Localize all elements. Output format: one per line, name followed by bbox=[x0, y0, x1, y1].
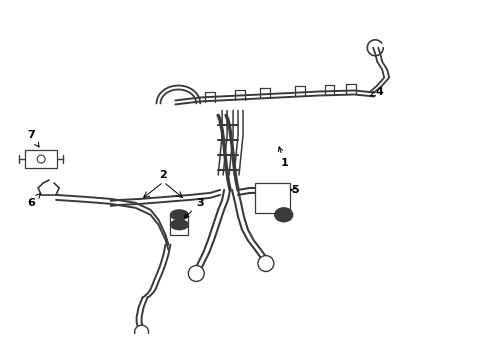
Bar bbox=[254, 183, 289, 213]
Text: 6: 6 bbox=[27, 194, 41, 208]
Ellipse shape bbox=[274, 208, 292, 222]
Circle shape bbox=[134, 325, 148, 339]
Text: 4: 4 bbox=[369, 86, 383, 96]
Text: 1: 1 bbox=[278, 147, 288, 168]
Circle shape bbox=[37, 155, 45, 163]
Circle shape bbox=[257, 256, 273, 271]
Text: 2: 2 bbox=[159, 170, 167, 180]
Text: 5: 5 bbox=[290, 185, 298, 195]
Bar bbox=[25, 150, 57, 168]
Text: 3: 3 bbox=[184, 198, 203, 218]
Circle shape bbox=[188, 266, 204, 282]
Ellipse shape bbox=[170, 220, 188, 230]
Bar bbox=[170, 215, 188, 235]
Text: 7: 7 bbox=[27, 130, 39, 147]
Ellipse shape bbox=[170, 210, 188, 220]
